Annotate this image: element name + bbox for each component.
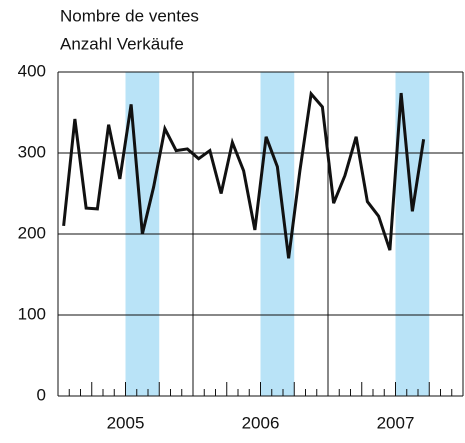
y-axis-title: Anzahl Verkäufe (60, 34, 184, 53)
y-tick-label: 300 (18, 142, 46, 161)
y-tick-label: 100 (18, 304, 46, 323)
x-tick-label: 2006 (242, 413, 280, 432)
y-tick-label: 400 (18, 61, 46, 80)
y-axis-title: Nombre de ventes (60, 6, 199, 25)
data-line (62, 90, 426, 259)
x-tick-label: 2005 (107, 413, 145, 432)
y-tick-label: 0 (37, 385, 46, 404)
x-tick-label: 2007 (377, 413, 415, 432)
y-tick-label: 200 (18, 223, 46, 242)
